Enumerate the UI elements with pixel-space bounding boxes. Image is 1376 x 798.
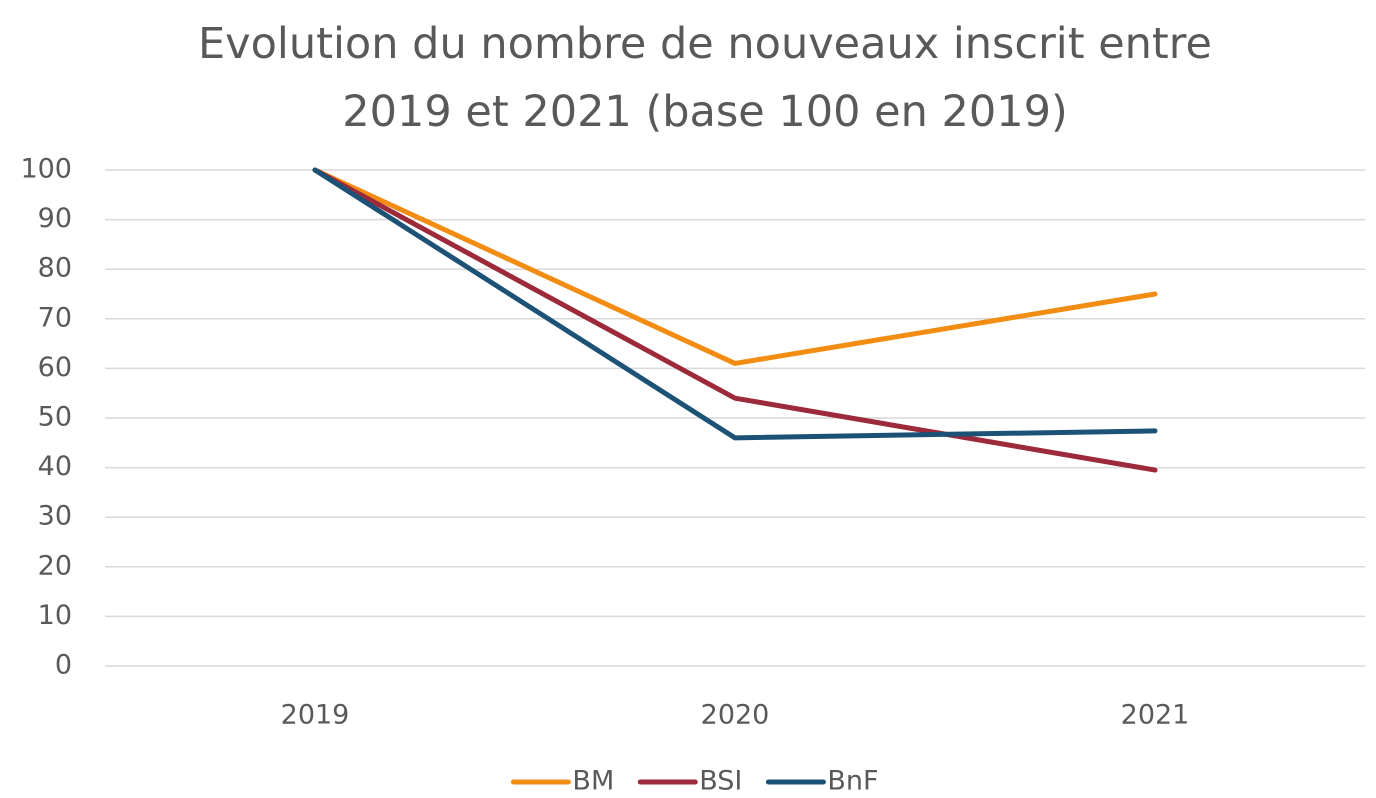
y-tick-label: 90 [38, 203, 72, 234]
x-tick-label: 2019 [281, 700, 350, 731]
x-tick-label: 2021 [1121, 700, 1190, 731]
line-series [312, 167, 1158, 366]
legend-label: BM [572, 766, 614, 797]
y-tick-label: 10 [38, 600, 72, 631]
x-tick-label: 2020 [701, 700, 770, 731]
y-tick-label: 100 [20, 154, 72, 185]
line-series [312, 167, 1158, 473]
y-tick-label: 80 [38, 253, 72, 284]
y-tick-label: 0 [55, 650, 72, 681]
y-tick-label: 40 [38, 451, 72, 482]
line-series [312, 167, 1158, 441]
y-tick-label: 30 [38, 501, 72, 532]
y-tick-label: 60 [38, 352, 72, 383]
y-tick-label: 20 [38, 550, 72, 581]
y-tick-label: 50 [38, 402, 72, 433]
legend-label: BnF [827, 766, 878, 797]
y-tick-label: 70 [38, 302, 72, 333]
chart-title: Evolution du nombre de nouveaux inscrit … [198, 19, 1212, 137]
legend-label: BSI [699, 766, 742, 797]
